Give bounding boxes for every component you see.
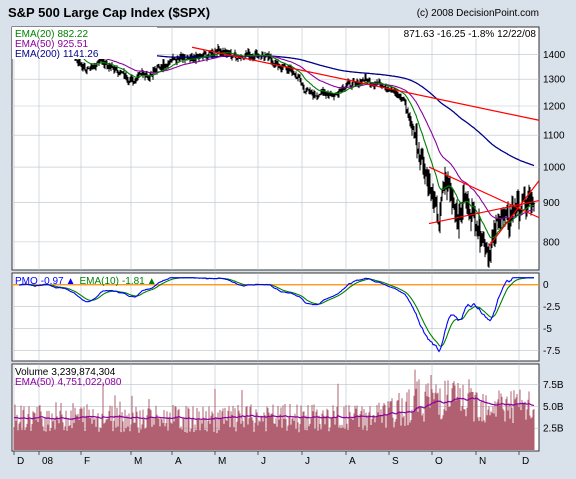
volume-y-tick-label: 5.0B <box>543 402 564 413</box>
ema50-legend: EMA(50) 925.51 <box>15 39 88 50</box>
price-y-axis: 800 900 1000 1100 1200 1300 1400 <box>543 50 566 249</box>
pmo-y-tick-label: -5 <box>543 324 552 335</box>
trendlines <box>191 46 540 247</box>
x-tick-label: D <box>17 456 24 467</box>
pmo-panel <box>11 272 540 362</box>
volume-bars <box>13 369 535 450</box>
volume-ema-legend: EMA(50) 4,751,022,080 <box>15 377 122 388</box>
x-tick-label: J <box>305 456 310 467</box>
quote-bg <box>405 28 537 39</box>
trendline <box>428 166 540 219</box>
x-tick-label: F <box>84 456 90 467</box>
volume-y-tick-label: 7.5B <box>543 380 564 391</box>
x-tick-label: J <box>261 456 266 467</box>
trendline <box>191 46 540 121</box>
volume-legend: Volume 3,239,874,304 <box>15 367 116 378</box>
x-tick-label: M <box>134 456 142 467</box>
quote-readout: 871.63 -16.25 -1.8% 12/22/08 <box>404 29 537 40</box>
x-tick-label: 08 <box>42 456 54 467</box>
x-tick-label: S <box>392 456 399 467</box>
price-y-tick-label: 1300 <box>543 75 566 86</box>
pmo-grid <box>12 273 539 361</box>
pmo-ema-line <box>19 277 534 347</box>
x-tick-label: D <box>522 456 529 467</box>
volume-y-axis: 2.5B 5.0B 7.5B <box>543 380 564 435</box>
x-tick-label: A <box>175 456 182 467</box>
pmo-legend: PMO -0.97 ▲ EMA(10) -1.81 ▲ <box>15 276 157 287</box>
chart-title: S&P 500 Large Cap Index ($SPX) <box>8 5 210 20</box>
price-grid <box>12 27 539 270</box>
x-tick-label: A <box>349 456 356 467</box>
copyright-text: (c) 2008 DecisionPoint.com <box>417 8 539 19</box>
pmo-y-tick-label: 0 <box>543 280 549 291</box>
price-y-tick-label: 1100 <box>543 131 565 142</box>
price-y-tick-label: 900 <box>543 198 560 209</box>
volume-y-tick-label: 2.5B <box>543 424 564 435</box>
price-y-tick-label: 1400 <box>543 50 566 61</box>
trendline <box>488 180 540 247</box>
price-y-tick-label: 800 <box>543 237 560 248</box>
pmo-y-tick-label: -2.5 <box>543 302 561 313</box>
x-tick-label: N <box>479 456 486 467</box>
price-y-tick-label: 1000 <box>543 163 566 174</box>
price-y-tick-label: 1200 <box>543 102 566 113</box>
x-tick-label: M <box>218 456 226 467</box>
pmo-line <box>18 277 534 353</box>
price-legend-bg <box>12 27 157 59</box>
pmo-y-axis: 0 -2.5 -5 -7.5 <box>543 280 561 357</box>
x-tick-label: O <box>435 456 443 467</box>
ema200-legend: EMA(200) 1141.26 <box>15 49 99 60</box>
volume-ema-line <box>13 397 535 421</box>
ema20-legend: EMA(20) 882.22 <box>15 29 88 40</box>
pmo-y-tick-label: -7.5 <box>543 346 561 357</box>
x-axis: D 08 F M A M J J A S O N D <box>13 451 529 467</box>
ema20-line <box>13 38 535 239</box>
